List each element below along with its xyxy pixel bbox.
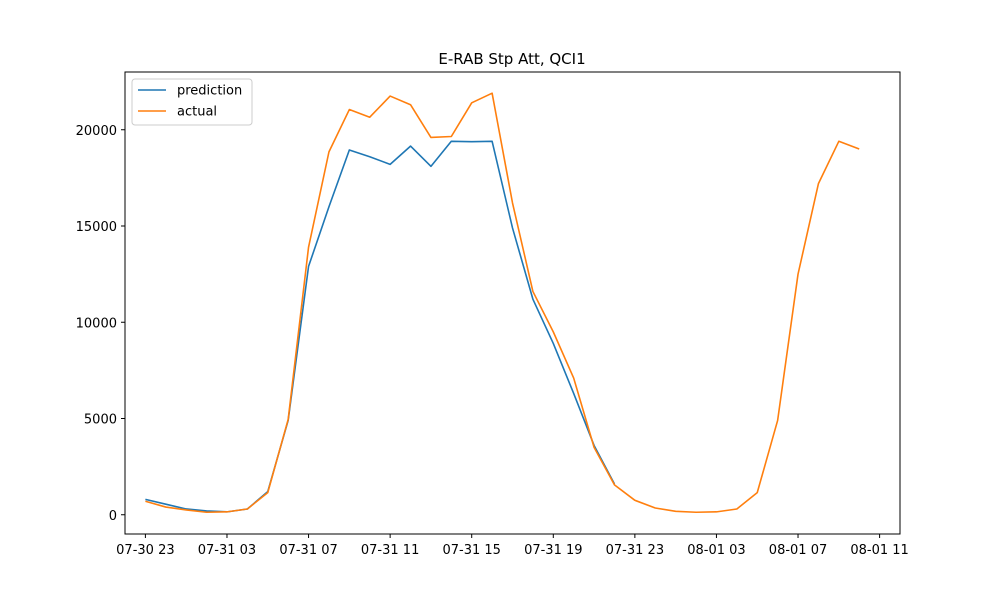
series-line-actual bbox=[145, 92, 860, 514]
x-tick-label: 08-01 11 bbox=[850, 543, 908, 558]
x-axis: 07-30 23 07-31 03 07-31 07 07-31 11 07-31 15… bbox=[116, 534, 909, 558]
legend-label-prediction: prediction bbox=[177, 84, 242, 99]
y-axis: 0 5000 10000 15000 20000 bbox=[76, 124, 125, 524]
y-tick-label: 20000 bbox=[76, 124, 117, 139]
x-tick-label: 07-31 15 bbox=[442, 543, 500, 558]
y-tick-label: 0 bbox=[109, 509, 117, 524]
x-tick-label: 07-31 23 bbox=[606, 543, 664, 558]
y-tick-label: 5000 bbox=[84, 413, 117, 428]
y-tick-label: 15000 bbox=[76, 220, 117, 235]
x-tick-label: 07-31 07 bbox=[279, 543, 337, 558]
plot-area bbox=[124, 71, 901, 535]
series-layer bbox=[145, 92, 860, 514]
legend-label-actual: actual bbox=[177, 105, 217, 120]
x-tick-label: 07-31 19 bbox=[524, 543, 582, 558]
x-tick-label: 07-30 23 bbox=[116, 543, 174, 558]
y-tick-label: 10000 bbox=[76, 316, 117, 331]
x-tick-label: 08-01 07 bbox=[769, 543, 827, 558]
x-tick-label: 08-01 03 bbox=[687, 543, 745, 558]
chart-title: E-RAB Stp Att, QCI1 bbox=[438, 50, 585, 68]
legend: prediction actual bbox=[131, 78, 253, 126]
x-tick-label: 07-31 03 bbox=[198, 543, 256, 558]
plot-frame bbox=[124, 71, 901, 535]
x-tick-label: 07-31 11 bbox=[361, 543, 419, 558]
